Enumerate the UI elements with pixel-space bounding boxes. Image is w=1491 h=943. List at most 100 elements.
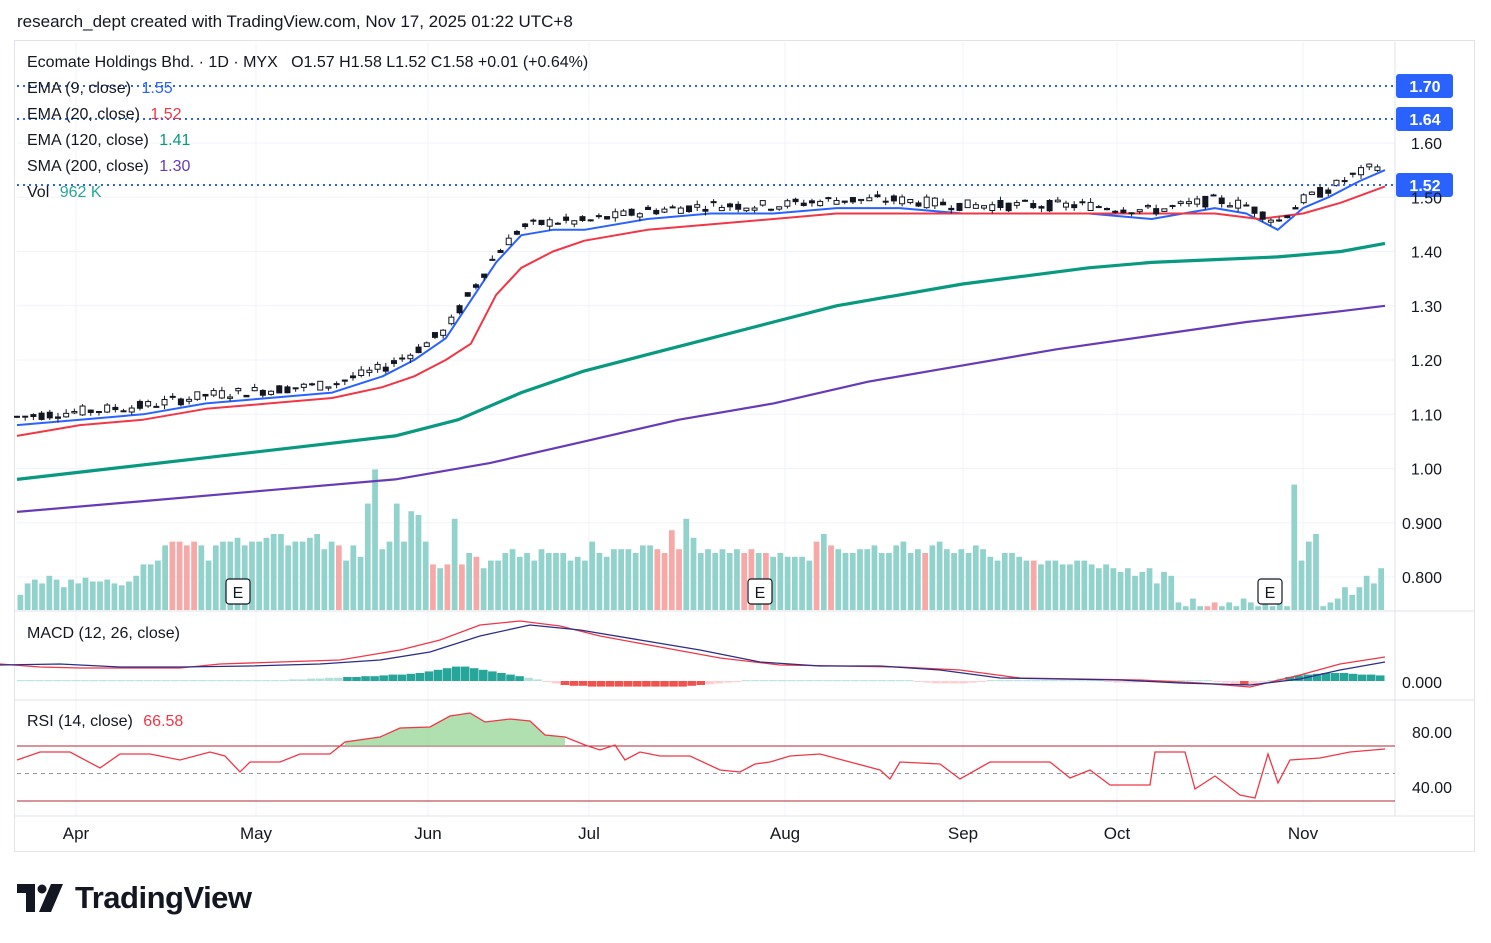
volume-bar: [415, 515, 422, 610]
candle-body: [366, 369, 373, 373]
macd-histogram-bar: [678, 681, 687, 687]
volume-bar: [589, 541, 596, 610]
legend-rsi[interactable]: RSI (14, close) 66.58: [27, 713, 183, 731]
candle-body: [997, 200, 1004, 209]
volume-bar: [1197, 606, 1204, 610]
volume-bar: [741, 553, 748, 610]
candle-body: [546, 219, 553, 227]
volume-bar: [278, 534, 284, 610]
volume-bar: [632, 553, 639, 610]
candle-body: [79, 405, 86, 416]
series-line: [16, 169, 1386, 427]
macd-histogram-bar: [334, 677, 343, 681]
legend-ema20[interactable]: EMA (20, close) 1.52: [27, 106, 182, 124]
candle-body: [972, 204, 979, 209]
volume-bar: [603, 556, 610, 610]
candle-body: [300, 383, 307, 388]
candle-body: [259, 389, 266, 396]
macd-histogram-bar: [315, 678, 325, 681]
macd-histogram-bar: [904, 680, 914, 682]
candle-body: [472, 284, 479, 288]
time-axis: Apr May Jun Jul Aug Sep Oct Nov: [63, 824, 1319, 843]
rsi-tick-label: 40.00: [1412, 780, 1452, 797]
volume-bar: [1233, 606, 1240, 610]
macd-histogram-bar: [723, 681, 733, 683]
volume-bar: [770, 556, 776, 610]
volume-bar: [668, 530, 675, 610]
volume-bar: [849, 553, 856, 610]
legend-sma200[interactable]: SMA (200, close) 1.30: [27, 158, 190, 176]
rsi-pane: 80.00 40.00: [16, 712, 1452, 802]
macd-histogram-bar: [922, 681, 932, 683]
candle-body: [677, 207, 684, 214]
volume-bar: [1269, 606, 1276, 610]
volume-bar: [857, 549, 863, 610]
chart-frame[interactable]: [14, 40, 1475, 852]
macd-histogram-bar: [143, 680, 153, 682]
legend-volume[interactable]: Vol 962 K: [27, 184, 102, 202]
candle-body: [1259, 211, 1266, 220]
candle-body: [22, 415, 29, 418]
time-axis-label: Aug: [770, 824, 800, 843]
candle-body: [1103, 207, 1110, 211]
price-tick-label: 1.60: [1411, 136, 1442, 153]
volume-bar: [31, 579, 38, 610]
horizontal-levels: 1.70 1.64 1.52: [17, 74, 1453, 197]
candle-body: [595, 215, 602, 218]
candle-body: [153, 405, 160, 408]
volume-bar: [1219, 606, 1225, 610]
candle-body: [899, 196, 906, 205]
volume-bar: [1146, 568, 1153, 610]
candle-body: [497, 249, 504, 253]
legend-ema120[interactable]: EMA (120, close) 1.41: [27, 132, 190, 150]
volume-bar: [705, 549, 711, 610]
volume-bar: [1124, 568, 1131, 610]
volume-bar: [726, 553, 733, 610]
macd-histogram-bar: [488, 671, 497, 681]
candle-body: [964, 199, 971, 209]
candle-body: [128, 407, 135, 413]
volume-bar: [813, 541, 820, 610]
volume-bar: [1117, 572, 1124, 610]
candle-body: [1366, 163, 1373, 168]
volume-bar: [1305, 541, 1312, 610]
volume-bar: [97, 581, 103, 610]
candle-body: [161, 399, 168, 406]
volume-bar: [777, 553, 784, 610]
grid-lines: [15, 42, 1474, 817]
macd-histogram-bar: [587, 681, 597, 687]
candle-body: [866, 197, 873, 202]
volume-bar: [582, 560, 588, 610]
volume-bar: [545, 553, 552, 610]
candle-body: [1153, 208, 1160, 215]
volume-bar: [1313, 534, 1319, 610]
macd-histogram-bar: [1131, 681, 1140, 683]
candle-body: [1063, 202, 1070, 208]
macd-histogram-bar: [161, 680, 171, 682]
volume-bar: [480, 568, 487, 610]
candle-body: [284, 386, 291, 394]
macd-histogram-bar: [687, 681, 696, 686]
legend-macd[interactable]: MACD (12, 26, close): [27, 625, 180, 643]
candle-body: [989, 204, 996, 211]
candle-body: [145, 401, 152, 407]
candle-body: [571, 220, 578, 225]
volume-bar: [495, 560, 501, 610]
macd-histogram-bar: [1022, 680, 1032, 682]
macd-histogram-bar: [1339, 673, 1349, 681]
time-axis-label: Nov: [1288, 824, 1319, 843]
candle-body: [1300, 194, 1307, 204]
candle-body: [767, 208, 774, 211]
volume-bar: [1023, 560, 1030, 610]
legend-ema9[interactable]: EMA (9, close) 1.55: [27, 80, 173, 98]
candle-body: [268, 390, 275, 395]
macd-signal-line: [0, 624, 1386, 686]
candle-body: [1112, 210, 1119, 213]
tradingview-logo[interactable]: TradingView: [17, 880, 252, 916]
macd-histogram-bar: [1230, 681, 1240, 685]
volume-bar: [1190, 598, 1196, 610]
earnings-marker-label: E: [1265, 585, 1276, 602]
macd-histogram-bar: [451, 666, 461, 681]
macd-histogram-bar: [578, 681, 588, 686]
